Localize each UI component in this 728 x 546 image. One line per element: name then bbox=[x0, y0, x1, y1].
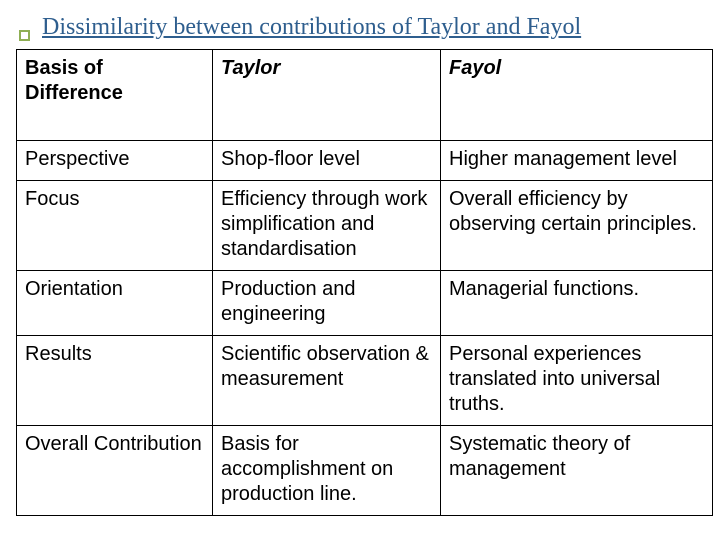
cell-taylor: Shop-floor level bbox=[213, 141, 441, 181]
table-row: Orientation Production and engineering M… bbox=[17, 271, 713, 336]
col-basis: Basis of Difference bbox=[17, 50, 213, 141]
cell-fayol: Personal experiences translated into uni… bbox=[441, 336, 713, 426]
table-header-row: Basis of Difference Taylor Fayol bbox=[17, 50, 713, 141]
table-row: Results Scientific observation & measure… bbox=[17, 336, 713, 426]
cell-taylor: Production and engineering bbox=[213, 271, 441, 336]
cell-fayol: Systematic theory of management bbox=[441, 426, 713, 516]
col-fayol: Fayol bbox=[441, 50, 713, 141]
col-taylor: Taylor bbox=[213, 50, 441, 141]
cell-taylor: Basis for accomplishment on production l… bbox=[213, 426, 441, 516]
slide: Dissimilarity between contributions of T… bbox=[0, 10, 728, 546]
cell-fayol: Higher management level bbox=[441, 141, 713, 181]
cell-basis: Results bbox=[17, 336, 213, 426]
cell-fayol: Managerial functions. bbox=[441, 271, 713, 336]
cell-basis: Overall Contribution bbox=[17, 426, 213, 516]
table-row: Overall Contribution Basis for accomplis… bbox=[17, 426, 713, 516]
cell-basis: Perspective bbox=[17, 141, 213, 181]
table-row: Focus Efficiency through work simplifica… bbox=[17, 181, 713, 271]
table-body: Perspective Shop-floor level Higher mana… bbox=[17, 141, 713, 516]
comparison-table: Basis of Difference Taylor Fayol Perspec… bbox=[16, 49, 713, 516]
cell-basis: Focus bbox=[17, 181, 213, 271]
slide-title: Dissimilarity between contributions of T… bbox=[0, 10, 728, 49]
table-row: Perspective Shop-floor level Higher mana… bbox=[17, 141, 713, 181]
cell-taylor: Scientific observation & measurement bbox=[213, 336, 441, 426]
cell-taylor: Efficiency through work simplification a… bbox=[213, 181, 441, 271]
cell-basis: Orientation bbox=[17, 271, 213, 336]
title-wrap: Dissimilarity between contributions of T… bbox=[0, 10, 728, 49]
cell-fayol: Overall efficiency by observing certain … bbox=[441, 181, 713, 271]
bullet-icon bbox=[19, 30, 30, 41]
